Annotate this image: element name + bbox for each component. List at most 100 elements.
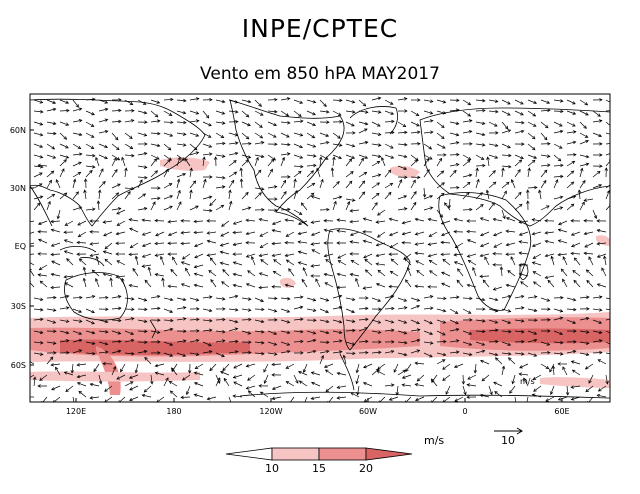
wind-vector-head bbox=[155, 233, 159, 237]
wind-vector-head bbox=[91, 112, 95, 116]
wind-vector-head bbox=[55, 366, 59, 371]
wind-vector-head bbox=[376, 370, 381, 374]
wind-vector bbox=[592, 209, 597, 219]
wind-vector bbox=[397, 369, 406, 376]
wind-vector bbox=[298, 231, 308, 235]
wind-vector bbox=[316, 168, 321, 178]
wind-vector bbox=[137, 350, 147, 354]
wind-vector-head bbox=[466, 229, 470, 234]
wind-vector bbox=[571, 385, 581, 388]
wind-vector bbox=[514, 307, 524, 310]
wind-vector bbox=[111, 110, 122, 112]
wind-vector-head bbox=[221, 281, 225, 285]
wind-vector bbox=[350, 209, 360, 212]
wind-vector-head bbox=[585, 388, 589, 393]
wind-vector bbox=[390, 242, 399, 248]
wind-vector bbox=[85, 154, 95, 157]
wind-vector bbox=[111, 157, 117, 167]
wind-vector-head bbox=[234, 350, 239, 354]
wind-vector-head bbox=[312, 298, 317, 302]
wind-vector-head bbox=[547, 350, 551, 355]
wind-vector-head bbox=[105, 307, 109, 311]
wind-vector-head bbox=[263, 380, 267, 384]
wind-vector bbox=[272, 385, 282, 390]
wind-vector-head bbox=[375, 243, 380, 247]
wind-vector-head bbox=[193, 283, 198, 288]
wind-vector-head bbox=[456, 152, 460, 157]
wind-vector-head bbox=[165, 168, 169, 173]
wind-vector-head bbox=[378, 340, 382, 344]
wind-vector-head bbox=[94, 277, 99, 282]
wind-vector bbox=[553, 341, 563, 344]
wind-vector bbox=[475, 154, 484, 160]
wind-vector bbox=[371, 97, 381, 101]
wind-vector-head bbox=[467, 310, 472, 314]
wind-vector-head bbox=[467, 376, 471, 380]
wind-vector-head bbox=[495, 339, 499, 344]
wind-vector bbox=[475, 165, 486, 167]
wind-vector-head bbox=[355, 380, 359, 385]
wind-vector-head bbox=[245, 364, 250, 368]
wind-vector bbox=[182, 374, 191, 381]
wind-vector-head bbox=[413, 201, 417, 206]
wind-vector bbox=[566, 308, 576, 311]
wind-vector-head bbox=[257, 169, 262, 174]
wind-vector bbox=[501, 209, 506, 219]
wind-vector-head bbox=[168, 183, 173, 187]
wind-vector bbox=[423, 295, 433, 299]
wind-vector-head bbox=[429, 99, 434, 103]
wind-vector-head bbox=[115, 146, 120, 151]
wind-vector bbox=[358, 128, 368, 134]
wind-vector-head bbox=[336, 385, 341, 389]
wind-vector bbox=[319, 157, 322, 167]
wind-vector-head bbox=[48, 179, 52, 184]
wind-vector bbox=[345, 180, 353, 189]
wind-vector bbox=[553, 121, 563, 127]
wind-vector bbox=[95, 278, 100, 288]
wind-vector bbox=[59, 132, 67, 140]
wind-vector-head bbox=[479, 253, 484, 258]
wind-vector bbox=[150, 307, 160, 310]
wind-vector bbox=[50, 220, 61, 222]
wind-vector bbox=[566, 99, 576, 105]
wind-vector bbox=[519, 273, 529, 277]
wind-vector-head bbox=[585, 341, 590, 345]
wind-vector bbox=[475, 330, 486, 332]
wind-vector-head bbox=[505, 229, 509, 233]
wind-vector bbox=[475, 168, 478, 178]
wind-vector bbox=[137, 99, 147, 105]
wind-vector-head bbox=[154, 170, 158, 174]
wind-vector bbox=[501, 295, 511, 299]
wind-vector bbox=[228, 171, 237, 178]
wind-vector-head bbox=[92, 165, 96, 169]
wind-vector bbox=[46, 193, 55, 200]
wind-vector-head bbox=[40, 109, 44, 114]
wind-vector bbox=[220, 242, 230, 246]
wind-vector-head bbox=[572, 111, 577, 115]
wind-vector-head bbox=[326, 207, 330, 212]
wind-vector bbox=[371, 174, 381, 178]
wind-vector bbox=[92, 269, 100, 277]
wind-vector-head bbox=[456, 108, 460, 112]
wind-vector bbox=[83, 278, 87, 288]
wind-vector bbox=[306, 170, 314, 178]
wind-vector-head bbox=[518, 232, 523, 236]
wind-vector bbox=[121, 278, 126, 288]
wind-vector-head bbox=[105, 330, 109, 334]
wind-vector-head bbox=[584, 244, 588, 248]
wind-vector-head bbox=[546, 298, 551, 302]
wind-vector bbox=[511, 179, 516, 189]
wind-vector bbox=[462, 330, 472, 335]
wind-vector bbox=[129, 374, 139, 379]
wind-vector-head bbox=[482, 163, 486, 168]
wind-vector bbox=[358, 154, 368, 159]
wind-vector bbox=[532, 394, 542, 398]
wind-vector-head bbox=[560, 340, 564, 345]
wind-vector-head bbox=[115, 241, 119, 245]
wind-vector-head bbox=[390, 320, 395, 324]
wind-vector-head bbox=[544, 253, 549, 258]
wind-vector-head bbox=[147, 266, 152, 271]
wind-vector bbox=[371, 110, 381, 113]
wind-vector bbox=[468, 260, 477, 266]
wind-vector-head bbox=[466, 283, 471, 288]
